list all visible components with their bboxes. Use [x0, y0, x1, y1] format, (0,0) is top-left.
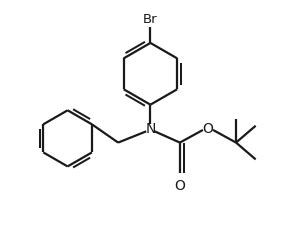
Text: O: O [174, 178, 185, 193]
Text: N: N [145, 122, 156, 136]
Text: Br: Br [143, 13, 158, 26]
Text: O: O [202, 122, 213, 136]
